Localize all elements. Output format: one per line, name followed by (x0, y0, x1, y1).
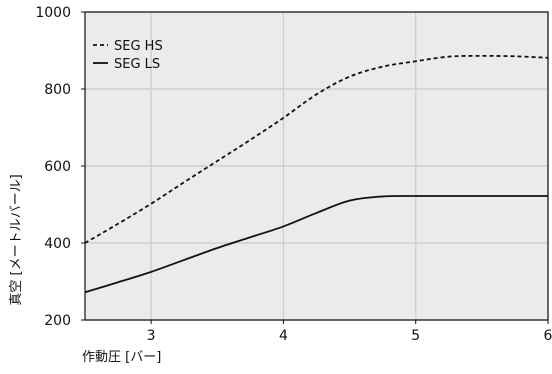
x-axis-ticks: 3 4 5 6 (147, 320, 552, 344)
series-line-1 (84, 54, 549, 244)
y-tick-label: 1000 (35, 5, 71, 21)
y-axis-ticks: 200 400 600 800 1000 (35, 5, 85, 329)
series-line-2 (84, 195, 548, 294)
y-tick-label: 400 (44, 236, 71, 252)
y-axis-label: 真空 [メートルバール] (9, 174, 24, 305)
y-tick-label: 600 (44, 159, 71, 175)
x-tick-label: 3 (147, 328, 156, 344)
legend: SEG HS SEG LS (93, 39, 163, 72)
x-tick-label: 4 (279, 328, 288, 344)
x-tick-label: 5 (411, 328, 420, 344)
x-tick-label: 6 (544, 328, 552, 344)
legend-label: SEG HS (114, 39, 163, 54)
y-tick-label: 800 (44, 82, 71, 98)
series-lines (84, 54, 549, 294)
legend-label: SEG LS (114, 57, 160, 72)
y-tick-label: 200 (44, 313, 71, 329)
x-axis-label: 作動圧 [バー] (82, 350, 161, 365)
